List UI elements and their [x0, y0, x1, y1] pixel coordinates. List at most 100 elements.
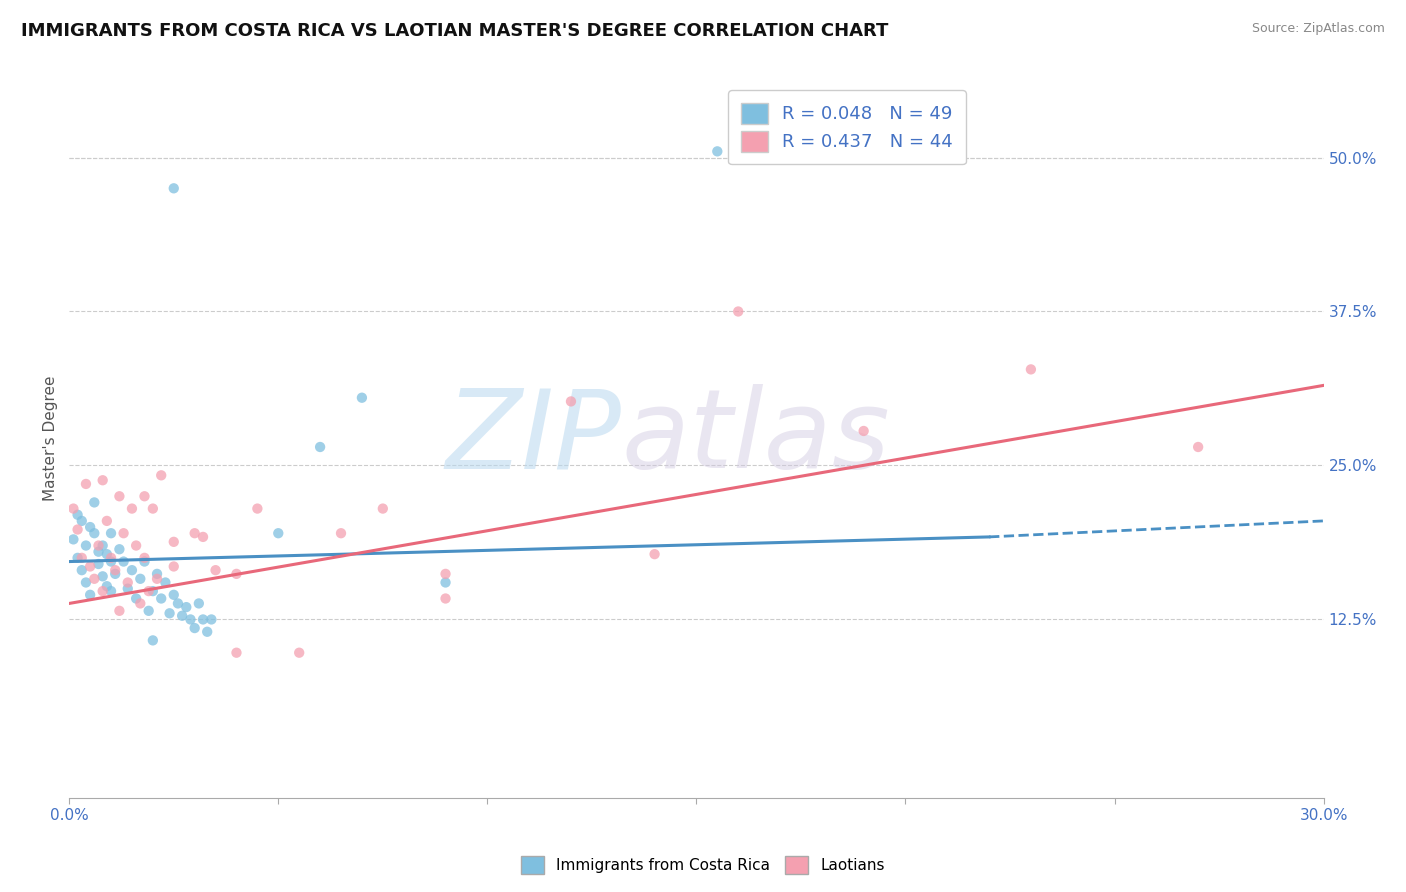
Point: [187, 596, 209, 610]
Point: [62, 533, 84, 547]
Point: [129, 596, 152, 610]
Point: [66, 550, 89, 565]
Point: [112, 526, 135, 541]
Point: [91, 539, 114, 553]
Point: [125, 591, 148, 606]
Point: [163, 559, 186, 574]
Point: [100, 555, 122, 569]
Point: [70, 514, 93, 528]
Point: [100, 550, 122, 565]
Point: [191, 530, 214, 544]
Point: [309, 440, 332, 454]
Point: [706, 145, 728, 159]
Point: [225, 646, 247, 660]
Point: [142, 633, 165, 648]
Point: [87, 544, 110, 558]
Point: [159, 607, 181, 621]
Point: [134, 555, 156, 569]
Point: [66, 523, 89, 537]
Point: [167, 596, 190, 610]
Point: [100, 526, 122, 541]
Point: [142, 501, 165, 516]
Point: [225, 566, 247, 581]
Point: [70, 563, 93, 577]
Point: [79, 588, 101, 602]
Point: [83, 526, 105, 541]
Point: [121, 501, 143, 516]
Point: [125, 539, 148, 553]
Point: [1187, 440, 1209, 454]
Point: [91, 473, 114, 487]
Point: [163, 588, 186, 602]
Y-axis label: Master's Degree: Master's Degree: [44, 375, 58, 500]
Point: [146, 572, 169, 586]
Point: [70, 550, 93, 565]
Text: ZIP: ZIP: [446, 384, 621, 491]
Point: [112, 555, 135, 569]
Point: [134, 489, 156, 503]
Point: [62, 501, 84, 516]
Point: [176, 600, 198, 615]
Point: [150, 591, 173, 606]
Point: [138, 584, 160, 599]
Point: [727, 304, 749, 318]
Point: [434, 591, 457, 606]
Point: [204, 563, 226, 577]
Point: [163, 534, 186, 549]
Point: [163, 181, 186, 195]
Legend: R = 0.048   N = 49, R = 0.437   N = 44: R = 0.048 N = 49, R = 0.437 N = 44: [728, 90, 966, 164]
Point: [138, 604, 160, 618]
Point: [434, 575, 457, 590]
Point: [183, 621, 205, 635]
Point: [91, 569, 114, 583]
Point: [66, 508, 89, 522]
Point: [183, 526, 205, 541]
Point: [150, 468, 173, 483]
Point: [117, 575, 139, 590]
Point: [108, 489, 131, 503]
Point: [87, 557, 110, 571]
Point: [104, 566, 127, 581]
Point: [179, 612, 201, 626]
Point: [108, 542, 131, 557]
Point: [117, 582, 139, 596]
Point: [108, 604, 131, 618]
Point: [129, 572, 152, 586]
Point: [1019, 362, 1042, 376]
Point: [246, 501, 269, 516]
Point: [75, 575, 97, 590]
Point: [79, 520, 101, 534]
Point: [155, 575, 177, 590]
Point: [83, 495, 105, 509]
Point: [96, 514, 118, 528]
Point: [350, 391, 373, 405]
Legend: Immigrants from Costa Rica, Laotians: Immigrants from Costa Rica, Laotians: [515, 850, 891, 880]
Point: [288, 646, 311, 660]
Point: [75, 477, 97, 491]
Text: atlas: atlas: [621, 384, 890, 491]
Point: [121, 563, 143, 577]
Point: [434, 566, 457, 581]
Point: [104, 563, 127, 577]
Point: [96, 547, 118, 561]
Point: [83, 572, 105, 586]
Point: [371, 501, 394, 516]
Text: IMMIGRANTS FROM COSTA RICA VS LAOTIAN MASTER'S DEGREE CORRELATION CHART: IMMIGRANTS FROM COSTA RICA VS LAOTIAN MA…: [21, 22, 889, 40]
Point: [96, 579, 118, 593]
Text: Source: ZipAtlas.com: Source: ZipAtlas.com: [1251, 22, 1385, 36]
Point: [267, 526, 290, 541]
Point: [195, 624, 218, 639]
Point: [75, 539, 97, 553]
Point: [142, 584, 165, 599]
Point: [200, 612, 222, 626]
Point: [852, 424, 875, 438]
Point: [330, 526, 353, 541]
Point: [79, 559, 101, 574]
Point: [146, 566, 169, 581]
Point: [172, 608, 194, 623]
Point: [87, 539, 110, 553]
Point: [560, 394, 582, 409]
Point: [100, 584, 122, 599]
Point: [134, 550, 156, 565]
Point: [644, 547, 666, 561]
